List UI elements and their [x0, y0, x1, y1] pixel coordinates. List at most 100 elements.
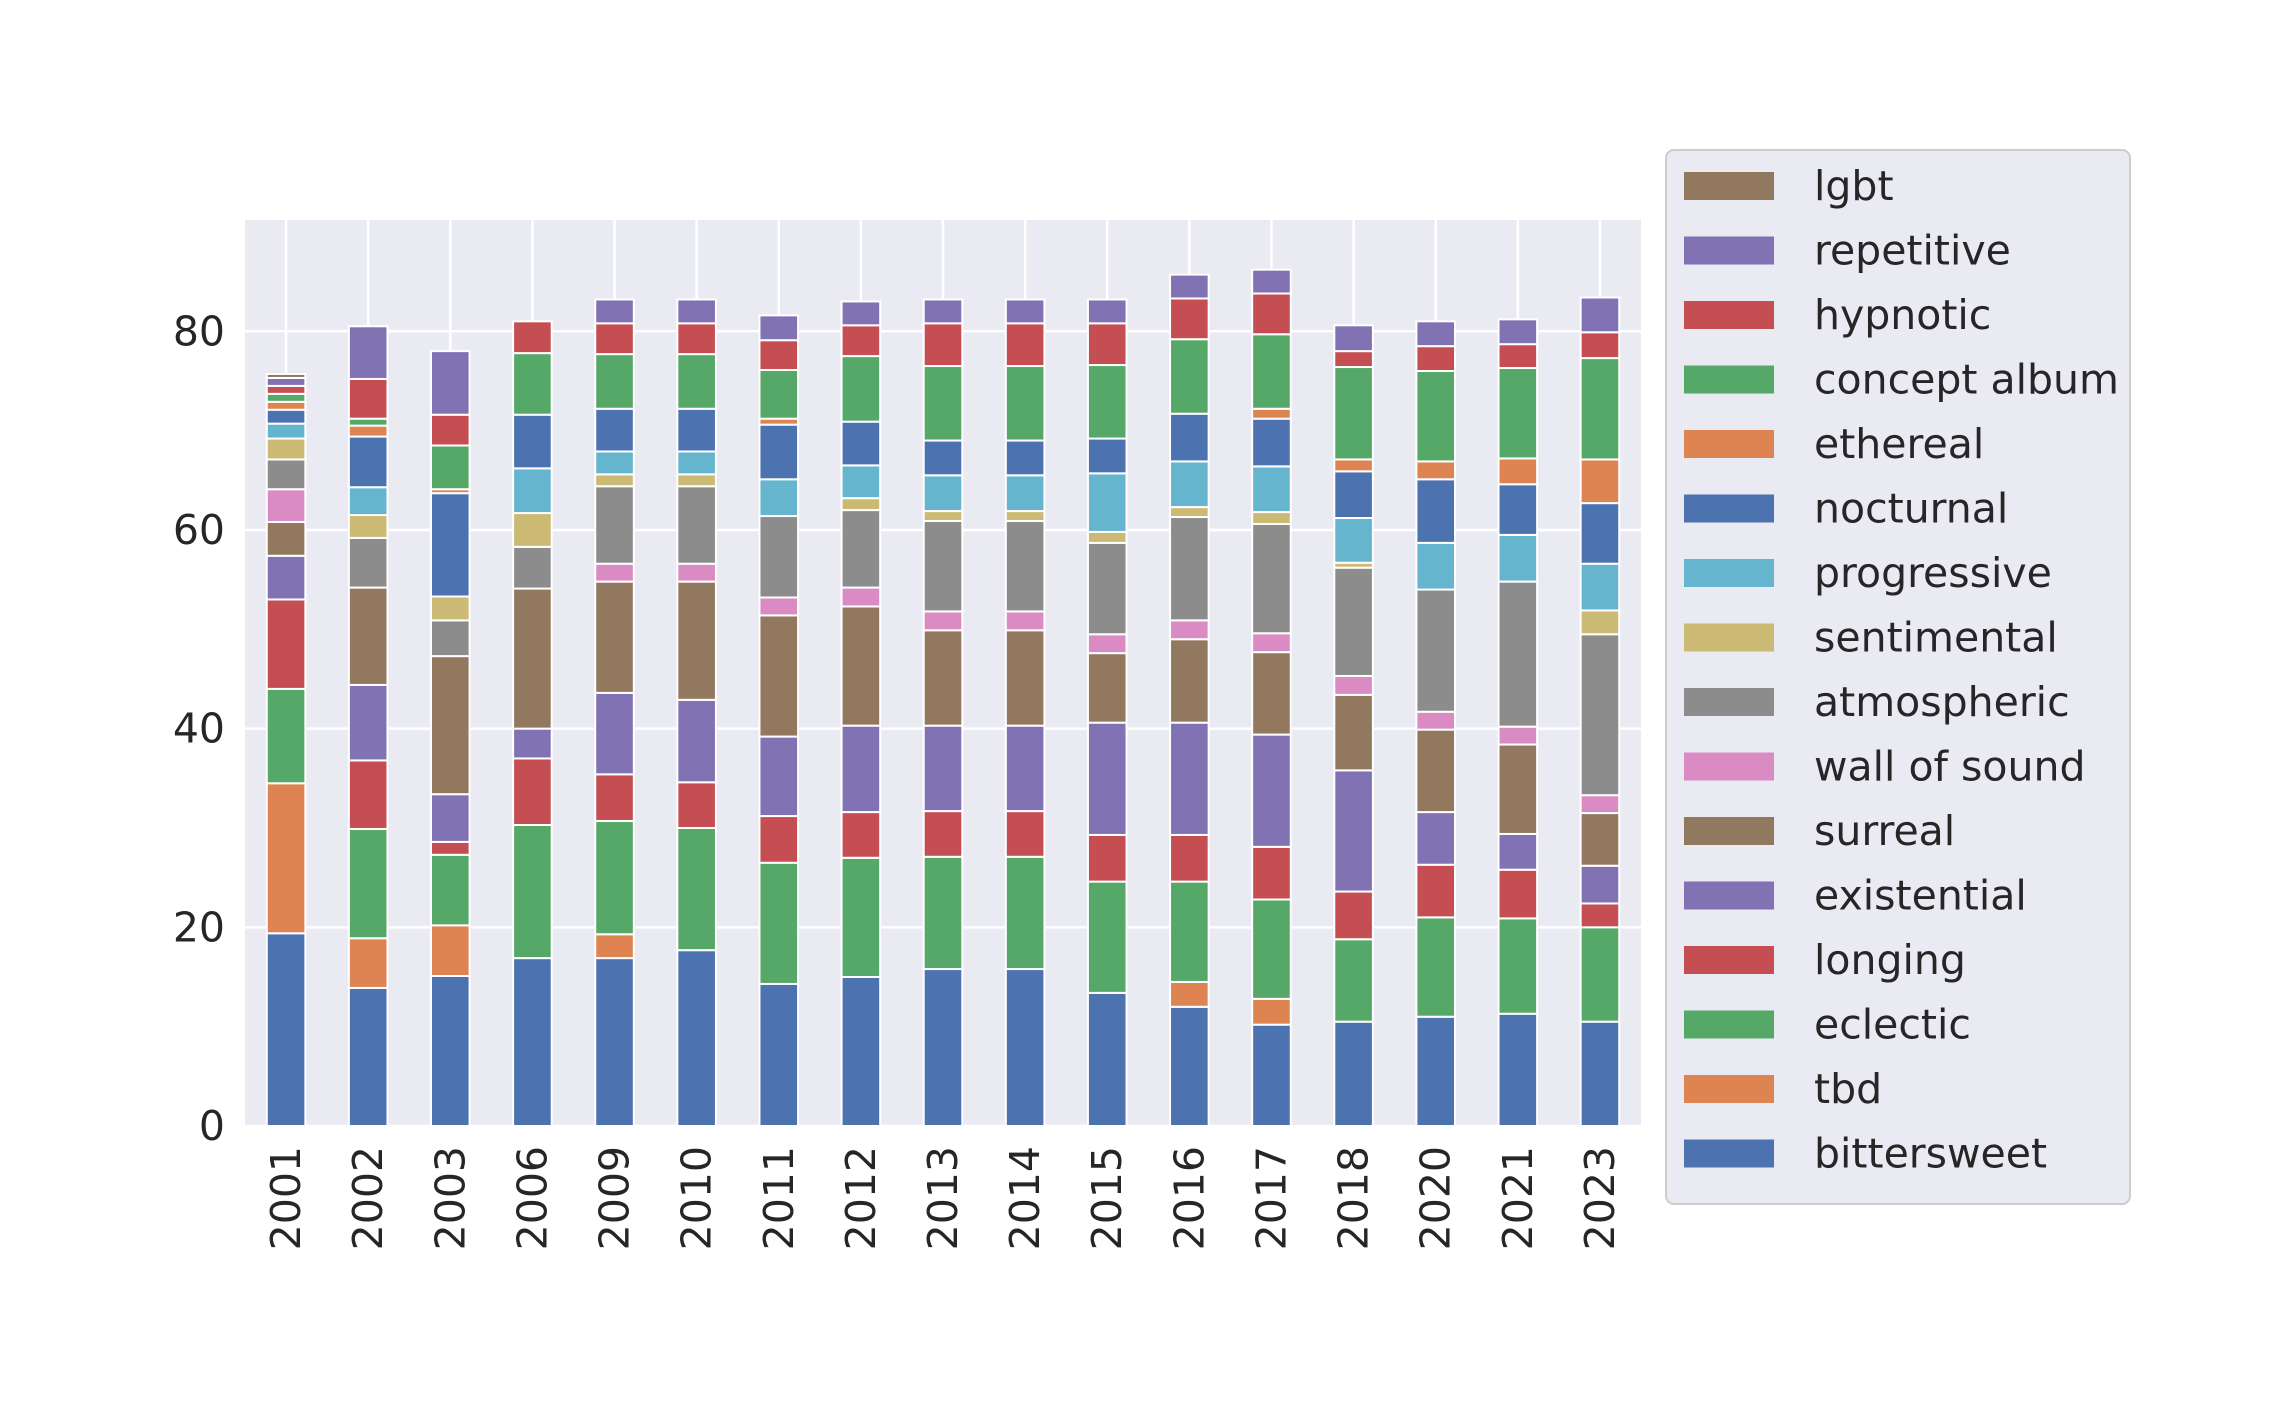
bar-segment-longing-2016 [1169, 833, 1210, 883]
bar-segment-eclectic-2003 [429, 853, 471, 927]
x-tick-label: 2021 [1494, 1146, 1542, 1250]
bar-segment-wall-of-sound-2014 [1004, 610, 1046, 632]
bar-segment-existential-2002 [347, 683, 389, 762]
bar-segment-progressive-2023 [1579, 562, 1621, 612]
bar-segment-progressive-2013 [922, 474, 964, 513]
bar-segment-sentimental-2002 [347, 514, 389, 539]
bar-segment-longing-2018 [1333, 890, 1374, 941]
bar-segment-concept-album-2010 [676, 353, 717, 410]
bar-segment-atmospheric-2020 [1415, 588, 1457, 713]
bar-segment-hypnotic-2021 [1497, 343, 1539, 370]
bar-segment-eclectic-2020 [1415, 916, 1457, 1018]
bar-segment-bittersweet-2006 [512, 957, 553, 1127]
x-tick-label: 2010 [673, 1146, 721, 1250]
bar-segment-bittersweet-2014 [1004, 968, 1046, 1128]
bar-segment-bittersweet-2020 [1415, 1015, 1457, 1128]
bar-segment-progressive-2011 [758, 478, 800, 518]
bar-segment-wall-of-sound-2001 [265, 488, 307, 523]
bar-segment-hypnotic-2002 [347, 377, 389, 420]
legend-label-concept-album: concept album [1814, 356, 2119, 404]
bar-segment-hypnotic-2016 [1169, 297, 1210, 341]
bar-segment-sentimental-2014 [1004, 510, 1046, 523]
bars [265, 268, 1621, 1128]
bar-segment-nocturnal-2018 [1333, 470, 1374, 520]
bar-segment-nocturnal-2014 [1004, 439, 1046, 477]
bar-segment-nocturnal-2012 [840, 420, 882, 467]
bar-segment-ethereal-2002 [347, 424, 389, 438]
x-tick-label: 2006 [508, 1146, 556, 1250]
bar-segment-longing-2002 [347, 759, 389, 830]
legend-label-ethereal: ethereal [1814, 420, 1984, 468]
bar-segment-repetitive-2018 [1333, 324, 1374, 353]
bar-segment-longing-2015 [1086, 833, 1128, 883]
bar-segment-atmospheric-2001 [265, 458, 307, 491]
bar-segment-bittersweet-2002 [347, 986, 389, 1128]
bar-segment-eclectic-2001 [265, 687, 307, 785]
bar-segment-existential-2020 [1415, 811, 1457, 866]
y-tick-label: 40 [173, 705, 225, 753]
legend-label-existential: existential [1814, 872, 2027, 920]
bar-segment-ethereal-2021 [1497, 457, 1539, 486]
legend-swatch-repetitive [1684, 236, 1774, 265]
legend-swatch-sentimental [1684, 623, 1774, 652]
bar-segment-progressive-2020 [1415, 541, 1457, 591]
bar-segment-existential-2023 [1579, 864, 1621, 905]
bar-segment-longing-2006 [512, 757, 553, 826]
legend-label-sentimental: sentimental [1814, 614, 2058, 662]
bar-segment-wall-of-sound-2017 [1251, 632, 1292, 654]
bar-segment-nocturnal-2021 [1497, 483, 1539, 536]
bar-segment-longing-2014 [1004, 810, 1046, 858]
bar-segment-existential-2013 [922, 724, 964, 813]
bar-segment-bittersweet-2015 [1086, 991, 1128, 1128]
bar-segment-nocturnal-2016 [1169, 412, 1210, 463]
bar-segment-sentimental-2016 [1169, 506, 1210, 519]
bar-segment-longing-2012 [840, 811, 882, 859]
bar-segment-progressive-2012 [840, 464, 882, 500]
bar-segment-repetitive-2001 [265, 376, 307, 387]
bar-segment-progressive-2015 [1086, 472, 1128, 533]
bar-segment-ethereal-2023 [1579, 458, 1621, 505]
bar-segment-atmospheric-2009 [594, 485, 635, 565]
bar-segment-atmospheric-2013 [922, 520, 964, 613]
bar-segment-sentimental-2023 [1579, 609, 1621, 636]
bar-segment-nocturnal-2013 [922, 439, 964, 477]
x-tick-label: 2020 [1412, 1146, 1460, 1250]
bar-segment-wall-of-sound-2023 [1579, 794, 1621, 815]
x-tick-label: 2023 [1576, 1146, 1624, 1250]
bar-segment-nocturnal-2001 [265, 408, 307, 425]
bar-segment-eclectic-2015 [1086, 880, 1128, 994]
bar-segment-wall-of-sound-2020 [1415, 710, 1457, 731]
bar-segment-bittersweet-2010 [676, 949, 717, 1128]
bar-segment-concept-album-2002 [347, 417, 389, 427]
bar-segment-sentimental-2017 [1251, 511, 1292, 525]
legend-label-lgbt: lgbt [1814, 162, 1894, 210]
bar-segment-repetitive-2015 [1086, 298, 1128, 325]
bar-segment-longing-2017 [1251, 845, 1292, 901]
legend-label-tbd: tbd [1814, 1065, 1882, 1113]
bar-segment-surreal-2020 [1415, 728, 1457, 814]
bar-segment-concept-album-2003 [429, 444, 471, 491]
bar-segment-progressive-2021 [1497, 533, 1539, 583]
bar-segment-sentimental-2006 [512, 512, 553, 548]
bar-segment-sentimental-2009 [594, 473, 635, 488]
bar-segment-bittersweet-2003 [429, 974, 471, 1127]
bar-segment-eclectic-2016 [1169, 880, 1210, 983]
legend-label-nocturnal: nocturnal [1814, 485, 2008, 533]
bar-segment-surreal-2017 [1251, 651, 1292, 736]
legend-swatch-existential [1684, 881, 1774, 910]
bar-segment-wall-of-sound-2011 [758, 596, 800, 617]
legend-label-atmospheric: atmospheric [1814, 678, 2070, 726]
bar-segment-concept-album-2016 [1169, 338, 1210, 415]
bar-segment-tbd-2009 [594, 933, 635, 960]
bar-segment-concept-album-2015 [1086, 364, 1128, 440]
bar-segment-eclectic-2018 [1333, 938, 1374, 1023]
bar-segment-repetitive-2020 [1415, 320, 1457, 348]
legend-swatch-eclectic [1684, 1010, 1774, 1039]
bar-segment-nocturnal-2011 [758, 423, 800, 481]
bar-segment-surreal-2006 [512, 587, 553, 730]
bar-segment-tbd-2003 [429, 924, 471, 977]
bar-segment-atmospheric-2021 [1497, 580, 1539, 728]
bar-segment-bittersweet-2009 [594, 957, 635, 1127]
bar-segment-hypnotic-2020 [1415, 345, 1457, 372]
